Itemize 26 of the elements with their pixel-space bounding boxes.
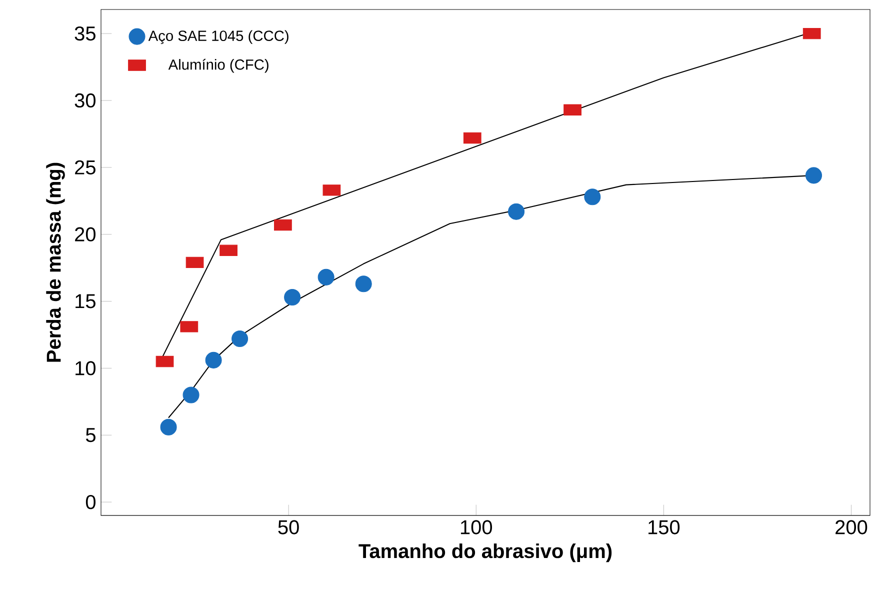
y-tick-label: 20 xyxy=(75,227,96,242)
point xyxy=(284,288,301,306)
x-axis-title: Tamanho do abrasivo (μm) xyxy=(358,543,612,562)
point xyxy=(318,268,334,286)
y-tick-label: 35 xyxy=(74,26,96,41)
point xyxy=(182,386,200,404)
y-tick-label: 5 xyxy=(86,428,96,442)
point xyxy=(584,188,601,206)
y-tick-label: 15 xyxy=(76,294,96,308)
x-tick-label: 100 xyxy=(460,520,492,534)
y-tick-label: 30 xyxy=(74,93,96,108)
point xyxy=(160,418,177,436)
x-tick-label: 50 xyxy=(278,520,299,534)
y-tick-label: 10 xyxy=(76,361,96,376)
point xyxy=(355,276,372,292)
y-axis-title: Perda de massa (mg) xyxy=(46,162,65,362)
x-tick-label: 200 xyxy=(836,520,868,534)
point xyxy=(508,203,525,220)
point xyxy=(232,330,248,348)
point xyxy=(805,167,822,184)
legend-label: Aço SAE 1045 (CCC) xyxy=(148,30,288,44)
y-tick-label: 0 xyxy=(86,494,96,510)
y-tick-label: 25 xyxy=(75,160,96,174)
x-tick-label: 150 xyxy=(648,520,680,534)
legend-label: Alumínio (CFC) xyxy=(168,58,268,73)
point xyxy=(205,352,222,368)
